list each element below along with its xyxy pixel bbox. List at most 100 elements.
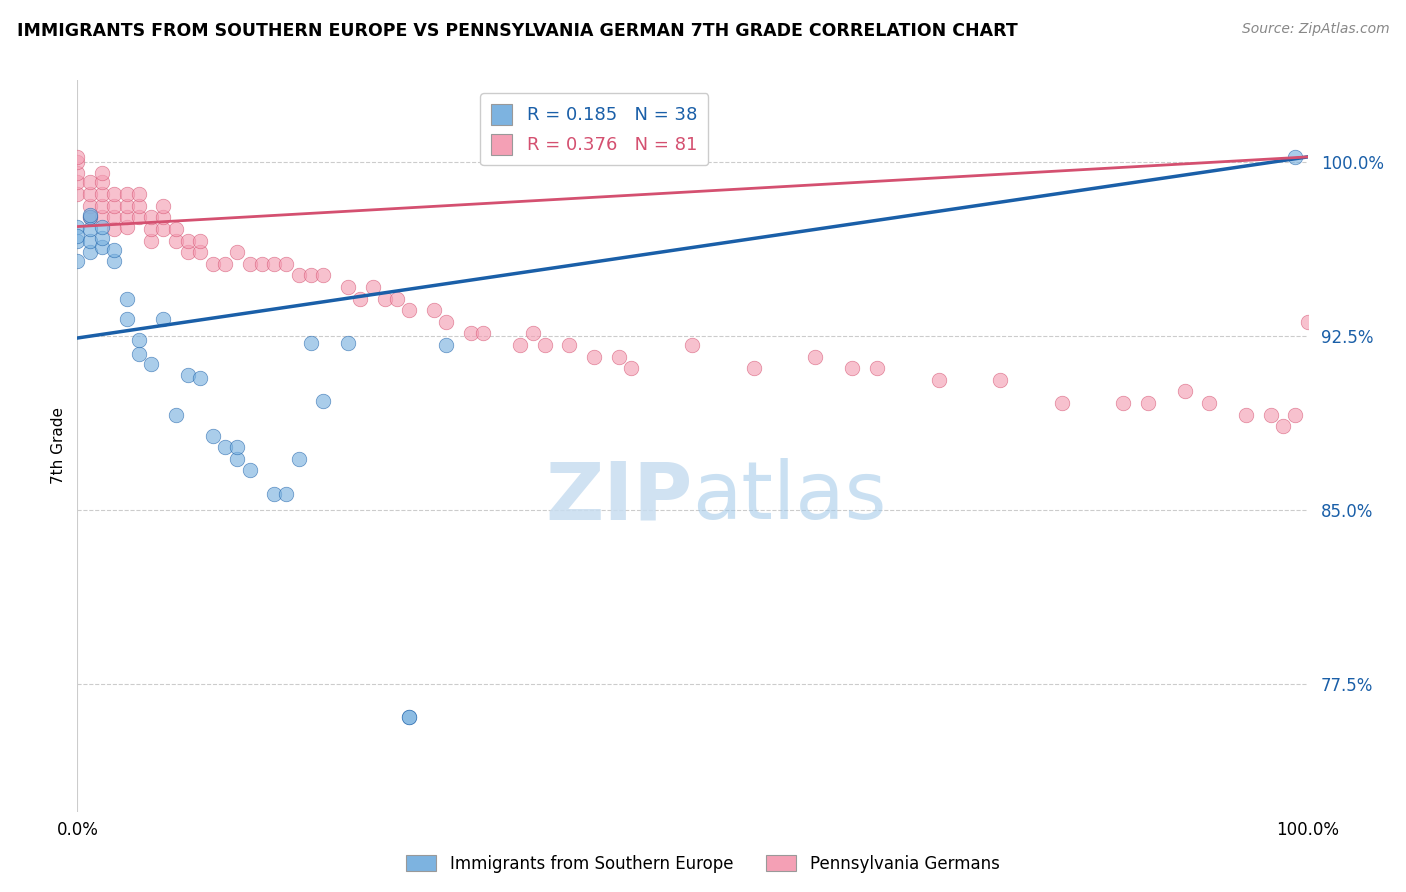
Point xyxy=(1050,396,1073,410)
Point xyxy=(165,234,187,248)
Point xyxy=(66,234,89,248)
Point xyxy=(804,350,827,364)
Point xyxy=(398,709,420,723)
Point xyxy=(312,393,335,408)
Point xyxy=(115,292,138,306)
Point xyxy=(90,187,114,202)
Point xyxy=(928,373,950,387)
Point xyxy=(79,187,101,202)
Point xyxy=(1234,408,1257,422)
Point xyxy=(66,176,89,190)
Point xyxy=(141,222,163,236)
Point xyxy=(214,257,236,271)
Point xyxy=(128,199,150,213)
Point xyxy=(312,268,335,283)
Point xyxy=(152,199,174,213)
Point xyxy=(374,292,396,306)
Point xyxy=(103,211,125,225)
Point xyxy=(103,254,125,268)
Point xyxy=(1296,315,1319,329)
Point xyxy=(177,234,200,248)
Point xyxy=(263,257,285,271)
Point xyxy=(337,280,360,294)
Point xyxy=(128,187,150,202)
Point xyxy=(460,326,482,341)
Point xyxy=(115,219,138,234)
Point xyxy=(152,312,174,326)
Point xyxy=(226,440,249,454)
Point xyxy=(103,243,125,257)
Point xyxy=(66,166,89,180)
Point xyxy=(398,709,420,723)
Point xyxy=(165,222,187,236)
Point xyxy=(1136,396,1159,410)
Point xyxy=(79,176,101,190)
Point xyxy=(1174,384,1197,399)
Point xyxy=(509,338,531,352)
Y-axis label: 7th Grade: 7th Grade xyxy=(51,408,66,484)
Point xyxy=(141,357,163,371)
Point xyxy=(115,187,138,202)
Point xyxy=(288,451,311,466)
Point xyxy=(79,199,101,213)
Point xyxy=(1260,408,1282,422)
Point xyxy=(177,368,200,383)
Point xyxy=(79,211,101,225)
Text: Source: ZipAtlas.com: Source: ZipAtlas.com xyxy=(1241,22,1389,37)
Point xyxy=(66,228,89,243)
Point xyxy=(239,257,262,271)
Point xyxy=(276,257,298,271)
Point xyxy=(90,211,114,225)
Point xyxy=(66,254,89,268)
Point xyxy=(361,280,384,294)
Point xyxy=(103,199,125,213)
Point xyxy=(79,208,101,222)
Point xyxy=(866,361,889,376)
Point xyxy=(115,199,138,213)
Text: atlas: atlas xyxy=(693,458,887,536)
Point xyxy=(1272,419,1295,434)
Point xyxy=(214,440,236,454)
Point xyxy=(558,338,581,352)
Point xyxy=(141,211,163,225)
Point xyxy=(250,257,273,271)
Point xyxy=(226,245,249,260)
Point xyxy=(177,245,200,260)
Point xyxy=(472,326,495,341)
Point xyxy=(1284,408,1306,422)
Legend: Immigrants from Southern Europe, Pennsylvania Germans: Immigrants from Southern Europe, Pennsyl… xyxy=(399,848,1007,880)
Point xyxy=(226,451,249,466)
Point xyxy=(128,334,150,348)
Point xyxy=(276,486,298,500)
Point xyxy=(90,231,114,245)
Point xyxy=(742,361,765,376)
Point xyxy=(103,187,125,202)
Point xyxy=(337,335,360,350)
Point xyxy=(115,211,138,225)
Point xyxy=(90,176,114,190)
Point xyxy=(188,245,212,260)
Point xyxy=(583,350,606,364)
Point xyxy=(522,326,544,341)
Point xyxy=(682,338,704,352)
Point xyxy=(66,154,89,169)
Point xyxy=(423,303,446,318)
Point xyxy=(299,335,322,350)
Point xyxy=(620,361,643,376)
Point xyxy=(128,211,150,225)
Point xyxy=(841,361,863,376)
Point xyxy=(152,222,174,236)
Point xyxy=(201,428,224,442)
Point xyxy=(299,268,322,283)
Point xyxy=(66,219,89,234)
Point xyxy=(188,370,212,384)
Point xyxy=(103,222,125,236)
Legend: R = 0.185   N = 38, R = 0.376   N = 81: R = 0.185 N = 38, R = 0.376 N = 81 xyxy=(479,93,709,165)
Point xyxy=(385,292,409,306)
Point xyxy=(90,219,114,234)
Point xyxy=(79,245,101,260)
Point xyxy=(79,222,101,236)
Point xyxy=(128,347,150,361)
Point xyxy=(201,257,224,271)
Point xyxy=(349,292,371,306)
